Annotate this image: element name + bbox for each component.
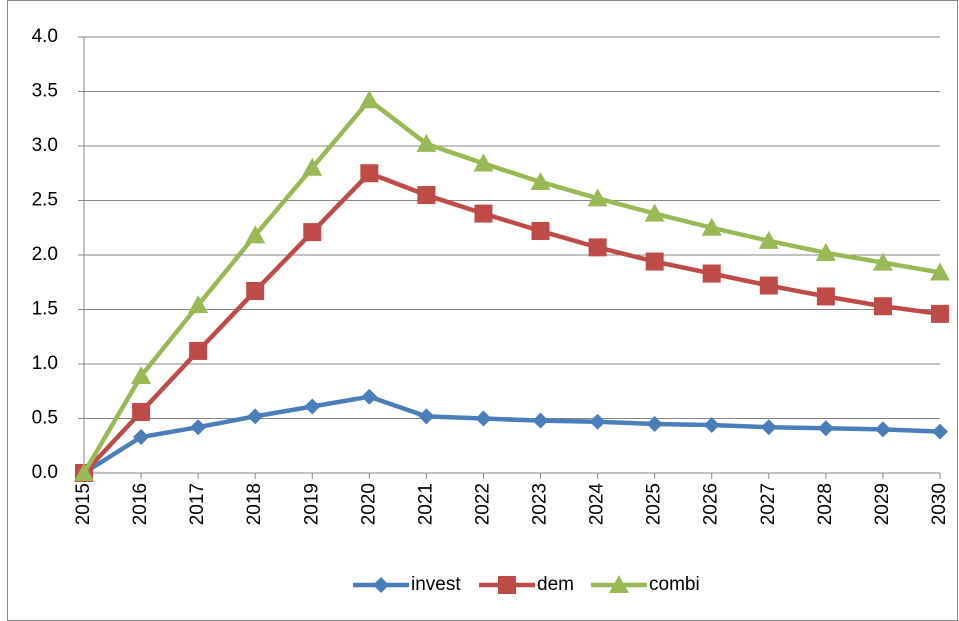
legend-marker — [609, 575, 629, 593]
data-point — [816, 287, 835, 306]
legend-label: combi — [649, 574, 700, 595]
x-tick-label: 2016 — [130, 483, 151, 525]
data-point — [817, 420, 834, 437]
series-line — [82, 171, 941, 475]
data-point — [302, 157, 323, 176]
data-point — [759, 276, 778, 295]
x-tick-label: 2024 — [587, 483, 608, 526]
data-point — [589, 413, 606, 430]
y-tick-label: 3.5 — [32, 81, 58, 102]
x-tick-label: 2022 — [472, 483, 493, 525]
data-point — [304, 398, 321, 415]
y-tick-label: 2.5 — [32, 190, 58, 211]
x-tick-label: 2029 — [872, 483, 893, 525]
data-point — [131, 365, 152, 384]
data-point — [246, 281, 265, 300]
data-point — [703, 417, 720, 434]
data-point — [532, 412, 549, 429]
data-point — [758, 230, 779, 249]
legend-label: dem — [537, 574, 574, 595]
data-point — [133, 429, 150, 446]
x-tick-label: 2027 — [758, 483, 779, 525]
data-point — [530, 171, 551, 190]
x-tick-label: 2019 — [301, 483, 322, 525]
data-point — [475, 410, 492, 427]
y-tick-label: 2.0 — [32, 244, 58, 265]
data-point — [189, 341, 208, 360]
data-point — [188, 295, 209, 314]
data-point — [645, 252, 664, 271]
data-point — [303, 223, 322, 242]
y-tick-label: 1.0 — [32, 353, 58, 374]
series-line — [82, 394, 941, 475]
data-point — [361, 388, 378, 405]
data-point — [930, 262, 950, 281]
y-tick-label: 4.0 — [32, 26, 58, 47]
data-point — [416, 133, 437, 152]
data-point — [702, 264, 721, 283]
data-point — [360, 164, 379, 183]
y-tick-label: 0.0 — [32, 462, 58, 483]
x-tick-label: 2030 — [929, 483, 950, 525]
data-point — [760, 419, 777, 436]
data-point — [932, 423, 948, 440]
data-point — [646, 415, 663, 432]
data-point — [874, 421, 891, 438]
x-tick-label: 2025 — [644, 483, 665, 525]
data-point — [587, 188, 608, 207]
x-tick-label: 2021 — [415, 483, 436, 525]
data-point — [132, 402, 151, 421]
data-point — [931, 304, 949, 323]
data-point — [474, 204, 493, 223]
data-point — [588, 238, 607, 257]
legend-label: invest — [411, 574, 461, 595]
x-tick-label: 2026 — [701, 483, 722, 525]
data-point — [247, 408, 264, 425]
series-line — [82, 97, 941, 475]
data-point — [873, 297, 892, 316]
x-tick-label: 2028 — [815, 483, 836, 525]
legend-marker — [498, 576, 516, 594]
data-point — [359, 90, 380, 109]
y-tick-label: 0.5 — [32, 408, 58, 429]
data-point — [531, 222, 550, 241]
data-point — [701, 217, 722, 236]
data-point — [644, 203, 665, 222]
data-point — [872, 252, 893, 271]
x-tick-label: 2017 — [187, 483, 208, 525]
data-point — [245, 225, 266, 244]
data-point — [74, 463, 94, 481]
data-point — [418, 408, 435, 425]
x-tick-label: 2018 — [244, 483, 265, 525]
data-point — [190, 419, 207, 436]
legend-marker — [373, 577, 389, 593]
x-tick-label: 2015 — [73, 483, 94, 525]
data-point — [815, 242, 836, 261]
data-point — [417, 186, 436, 205]
x-tick-label: 2023 — [530, 483, 551, 525]
data-point — [473, 153, 494, 172]
chart-frame — [7, 0, 958, 621]
x-tick-label: 2020 — [358, 483, 379, 525]
y-tick-label: 3.0 — [32, 135, 58, 156]
y-tick-label: 1.5 — [32, 299, 58, 320]
